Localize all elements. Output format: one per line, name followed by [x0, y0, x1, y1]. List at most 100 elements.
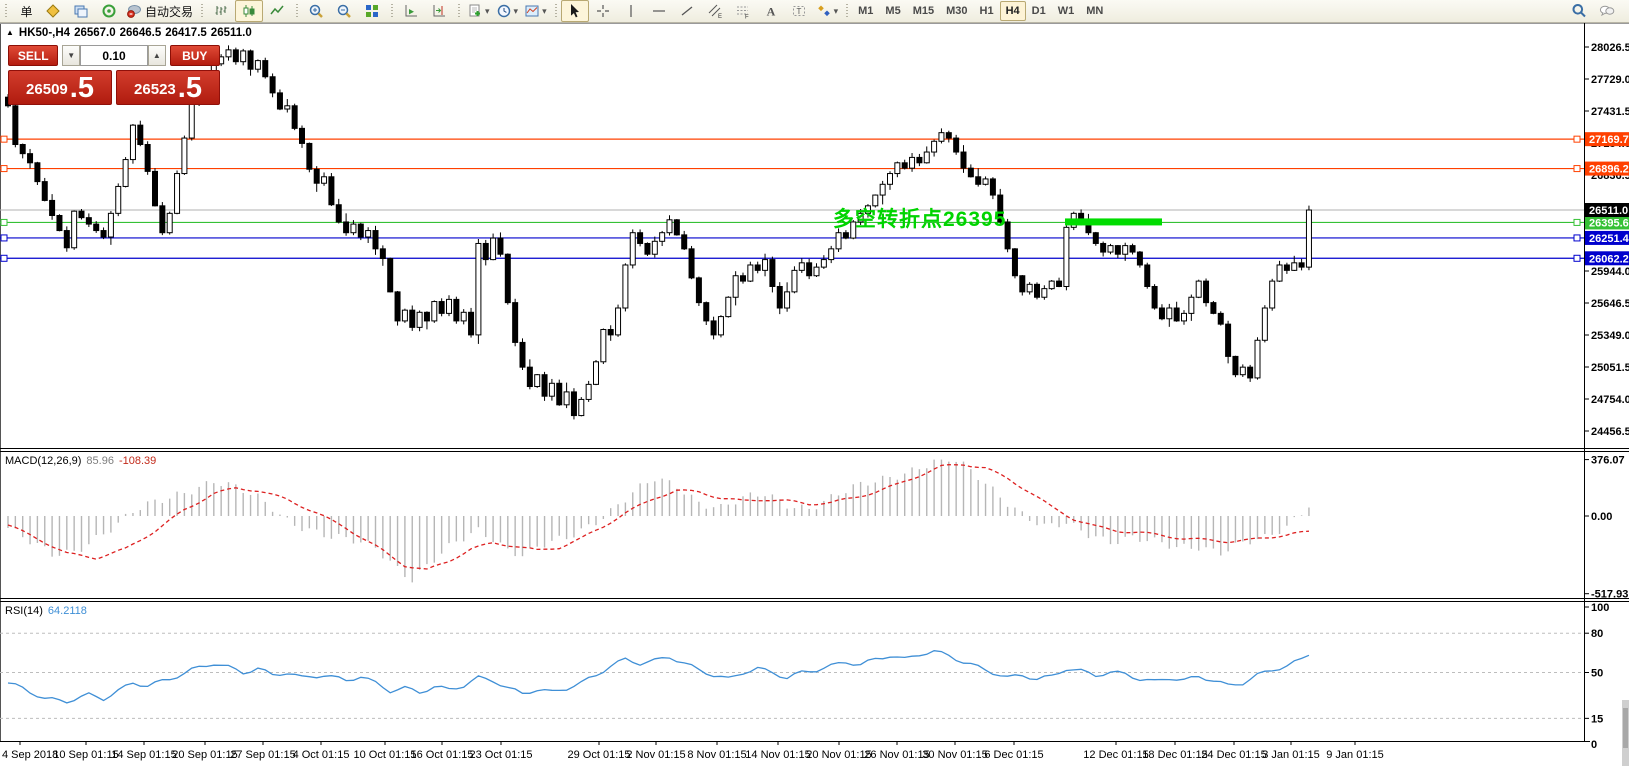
- timeframe-m30-button[interactable]: M30: [946, 5, 968, 17]
- time-axis-label[interactable]: 16 Oct 01:15: [411, 749, 474, 761]
- rsi-indicator-label: RSI(14) 64.2118: [5, 605, 87, 617]
- search-icon[interactable]: [1565, 0, 1593, 22]
- horizontal-line-button[interactable]: [645, 0, 673, 22]
- candle-body: [49, 199, 56, 216]
- text-label-button[interactable]: T: [785, 0, 813, 22]
- timeframe-m15-button[interactable]: M15: [912, 5, 935, 17]
- timeframe-m1-button[interactable]: M1: [858, 5, 874, 17]
- timeframe-mn-button[interactable]: MN: [1086, 5, 1104, 17]
- time-axis-label[interactable]: 10 Oct 01:15: [354, 749, 417, 761]
- toolbar-grip: [295, 3, 300, 19]
- time-axis-label[interactable]: 24 Dec 01:15: [1201, 749, 1266, 761]
- chevron-down-icon[interactable]: ▾: [833, 5, 839, 16]
- time-axis-label[interactable]: 4 Sep 2018: [2, 749, 58, 761]
- time-axis-label[interactable]: 14 Nov 01:15: [745, 749, 810, 761]
- lot-increase-button[interactable]: ▲: [148, 45, 166, 66]
- time-axis-label[interactable]: 3 Jan 01:15: [1262, 749, 1320, 761]
- trendline-button[interactable]: [673, 0, 701, 22]
- line-handle[interactable]: [0, 218, 8, 226]
- candle-body: [578, 398, 585, 417]
- channel-button[interactable]: E: [701, 0, 729, 22]
- line-handle[interactable]: [1573, 165, 1581, 173]
- quotes-icon[interactable]: [39, 0, 67, 22]
- candle-body: [1026, 283, 1033, 293]
- time-axis-label[interactable]: 4 Oct 01:15: [293, 749, 350, 761]
- candle-body: [1056, 280, 1063, 287]
- time-axis-label[interactable]: 14 Sep 01:15: [111, 749, 176, 761]
- time-axis-label[interactable]: 9 Jan 01:15: [1326, 749, 1384, 761]
- timeframe-h1-button[interactable]: H1: [979, 5, 994, 17]
- lot-decrease-button[interactable]: ▼: [62, 45, 80, 66]
- line-handle[interactable]: [1573, 135, 1581, 143]
- level-price-badge: [1585, 230, 1629, 245]
- scrollbar-thumb[interactable]: [1623, 708, 1628, 748]
- line-handle[interactable]: [0, 234, 8, 242]
- window-glyph: [74, 5, 88, 18]
- time-axis-label[interactable]: 20 Sep 01:15: [172, 749, 237, 761]
- time-axis-label[interactable]: 23 Oct 01:15: [470, 749, 533, 761]
- navigator-icon[interactable]: [95, 0, 123, 22]
- line-handle[interactable]: [0, 135, 8, 143]
- time-axis-label[interactable]: 12 Dec 01:15: [1083, 749, 1148, 761]
- line-handle[interactable]: [1573, 218, 1581, 226]
- timeframe-h4-button[interactable]: H4: [999, 1, 1026, 21]
- chat-icon[interactable]: [1593, 0, 1621, 22]
- autotrading-button-label: 自动交易: [145, 4, 194, 19]
- time-axis-label[interactable]: 20 Nov 01:15: [806, 749, 871, 761]
- line-handle[interactable]: [0, 165, 8, 173]
- line-chart-button[interactable]: [263, 0, 291, 22]
- timeframe-w1-button[interactable]: W1: [1057, 5, 1075, 17]
- time-axis-label[interactable]: 30 Nov 01:15: [922, 749, 987, 761]
- templates-button[interactable]: ▾: [521, 0, 550, 22]
- chevron-down-icon[interactable]: ▾: [513, 5, 519, 16]
- timeframe-m5-button[interactable]: M5: [885, 5, 901, 17]
- time-axis-label[interactable]: 6 Dec 01:15: [984, 749, 1043, 761]
- zoom-in-button[interactable]: [302, 0, 330, 22]
- crosshair-button[interactable]: [589, 0, 617, 22]
- text-button[interactable]: A: [757, 0, 785, 22]
- sell-price-box[interactable]: 26509.5: [8, 70, 112, 105]
- auto-scroll-button[interactable]: [397, 0, 425, 22]
- candle-body: [519, 341, 526, 368]
- vertical-line-button[interactable]: [617, 0, 645, 22]
- time-axis-label[interactable]: 27 Sep 01:15: [230, 749, 295, 761]
- new-order-button[interactable]: 单: [11, 0, 39, 22]
- market-watch-icon[interactable]: [67, 0, 95, 22]
- chevron-down-icon[interactable]: ▾: [542, 5, 547, 16]
- line-handle[interactable]: [1573, 254, 1581, 262]
- line-handle[interactable]: [0, 254, 8, 262]
- buy-button[interactable]: BUY: [169, 45, 220, 66]
- new-chart-button[interactable]: ▾: [464, 0, 493, 22]
- timeframe-d1-button[interactable]: D1: [1031, 5, 1046, 17]
- periods-button[interactable]: ▾: [493, 0, 522, 22]
- time-axis-label[interactable]: 26 Nov 01:15: [864, 749, 929, 761]
- buy-price-box[interactable]: 26523.5: [116, 70, 220, 105]
- candle-body: [85, 217, 92, 225]
- line-handle[interactable]: [1573, 234, 1581, 242]
- arrows-button[interactable]: ▾: [813, 0, 842, 22]
- tile-windows-button[interactable]: [358, 0, 386, 22]
- candle-body: [1019, 275, 1026, 293]
- candle-body: [254, 60, 261, 70]
- time-axis-label[interactable]: 18 Dec 01:15: [1142, 749, 1207, 761]
- time-axis-label[interactable]: 2 Nov 01:15: [626, 749, 685, 761]
- time-axis-label[interactable]: 8 Nov 01:15: [687, 749, 746, 761]
- zoom-out-button[interactable]: [330, 0, 358, 22]
- candle-body: [1041, 288, 1048, 298]
- candle-body: [240, 50, 247, 63]
- candlestick-chart-button[interactable]: [235, 0, 264, 22]
- lot-size-input[interactable]: [80, 45, 148, 66]
- chart-shift-button[interactable]: [425, 0, 453, 22]
- bar-chart-button[interactable]: [207, 0, 235, 22]
- time-axis-label[interactable]: 29 Oct 01:15: [568, 749, 631, 761]
- pivot-highlight-bar[interactable]: [1065, 218, 1162, 226]
- cursor-button[interactable]: [560, 0, 589, 22]
- collapse-arrow-icon[interactable]: ▲: [6, 28, 14, 37]
- chevron-down-icon[interactable]: ▾: [485, 5, 490, 16]
- time-axis-label[interactable]: 10 Sep 01:15: [53, 749, 118, 761]
- sell-button[interactable]: SELL: [8, 45, 59, 66]
- fibonacci-button[interactable]: F: [729, 0, 757, 22]
- autotrading-button[interactable]: 自动交易: [123, 0, 196, 22]
- candle-body: [335, 204, 342, 223]
